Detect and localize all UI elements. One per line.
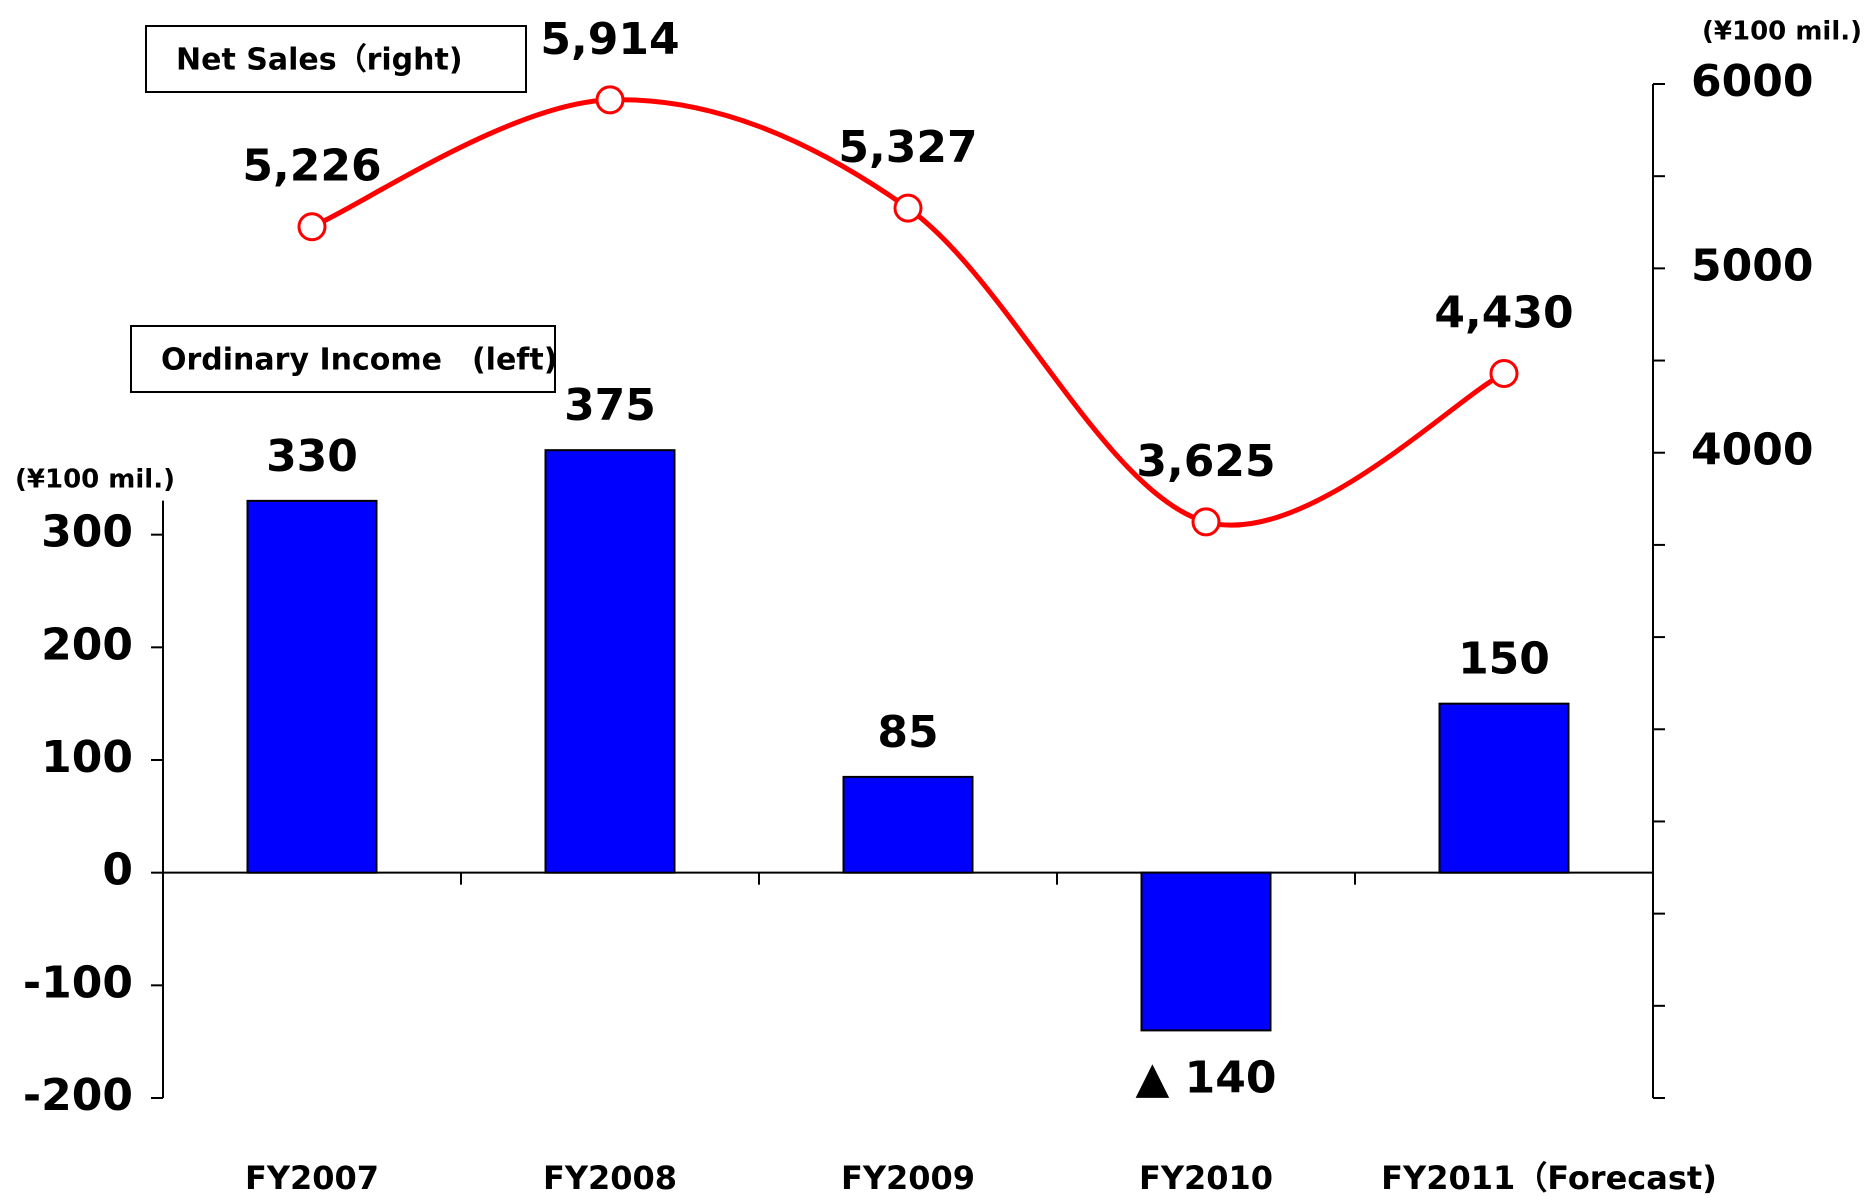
line-marker: [595, 85, 625, 115]
legend-box: [145, 25, 527, 93]
bar-value-label: 150: [1458, 634, 1550, 685]
line-value-label: 5,226: [242, 141, 381, 192]
y-tick-label: 0: [102, 845, 133, 896]
bar: [842, 775, 974, 874]
bar: [1140, 871, 1272, 1032]
x-tick-label: FY2009: [841, 1159, 975, 1197]
x-tick-label: FY2008: [543, 1159, 677, 1197]
y-tick-label: -200: [23, 1070, 133, 1121]
bar-value-label: 375: [564, 380, 656, 431]
y-tick-label: -100: [23, 957, 133, 1008]
bar-value-label: 330: [266, 431, 358, 482]
bar: [1438, 702, 1570, 874]
y2-tick-label: 5000: [1691, 240, 1813, 291]
y2-axis-unit: (¥100 mil.): [1702, 17, 1862, 47]
y-axis-unit: (¥100 mil.): [15, 465, 175, 495]
legend-label: Ordinary Income (left): [161, 343, 557, 378]
bar-value-label: ▲ 140: [1135, 1052, 1276, 1103]
line: [311, 97, 1506, 528]
legend-label: Net Sales（right): [176, 43, 463, 78]
line-marker: [893, 193, 923, 223]
line-marker: [1191, 507, 1221, 537]
line-value-label: 4,430: [1434, 287, 1573, 338]
bar-value-label: 85: [877, 707, 938, 758]
y-tick-label: 100: [41, 732, 133, 783]
x-tick-label: FY2011（Forecast): [1381, 1159, 1717, 1197]
y-tick-label: 200: [41, 619, 133, 670]
line-marker: [1489, 358, 1519, 388]
legend-box: [130, 325, 556, 393]
line-marker: [297, 212, 327, 242]
line-value-label: 5,914: [540, 14, 679, 65]
y-tick-label: 300: [41, 507, 133, 558]
y2-tick-label: 4000: [1691, 425, 1813, 476]
line-value-label: 5,327: [838, 122, 977, 173]
x-tick-label: FY2007: [245, 1159, 379, 1197]
x-tick-label: FY2010: [1139, 1159, 1273, 1197]
bar: [544, 449, 676, 874]
bar: [246, 499, 378, 874]
y2-tick-label: 6000: [1691, 56, 1813, 107]
line-value-label: 3,625: [1136, 436, 1275, 487]
